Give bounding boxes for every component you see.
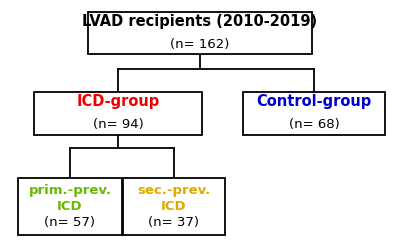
Text: (n= 162): (n= 162)	[170, 38, 230, 51]
FancyBboxPatch shape	[123, 178, 225, 235]
FancyBboxPatch shape	[88, 12, 312, 54]
Text: prim.-prev.: prim.-prev.	[28, 184, 112, 197]
FancyBboxPatch shape	[243, 92, 385, 135]
Text: ICD: ICD	[161, 200, 187, 213]
FancyBboxPatch shape	[18, 178, 122, 235]
Text: (n= 94): (n= 94)	[93, 119, 143, 132]
Text: (n= 57): (n= 57)	[44, 216, 96, 229]
Text: ICD: ICD	[57, 200, 83, 213]
Text: LVAD recipients (2010-2019): LVAD recipients (2010-2019)	[82, 14, 318, 29]
Text: (n= 68): (n= 68)	[289, 119, 339, 132]
Text: (n= 37): (n= 37)	[148, 216, 200, 229]
Text: ICD-group: ICD-group	[76, 94, 160, 109]
FancyBboxPatch shape	[34, 92, 202, 135]
Text: Control-group: Control-group	[256, 94, 372, 109]
Text: sec.-prev.: sec.-prev.	[137, 184, 211, 197]
